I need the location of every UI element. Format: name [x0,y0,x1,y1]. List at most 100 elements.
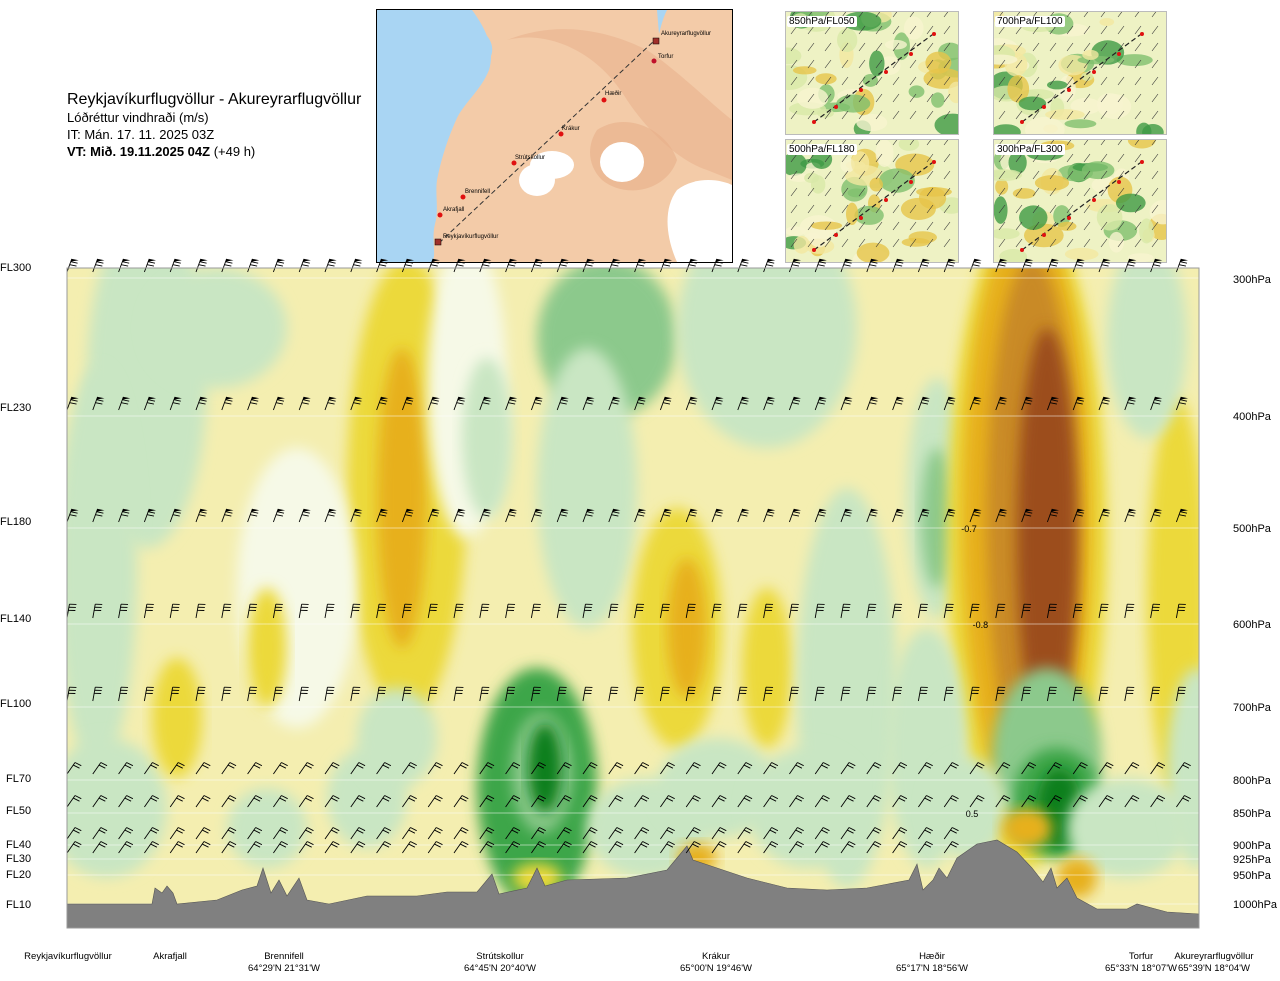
hpa-label: 400hPa [1233,411,1271,423]
wind-barb [1150,795,1166,808]
thumbnail-wind-barb [841,170,849,180]
wind-barb [556,795,572,808]
thumbnail-300hpa[interactable]: 300hPa/FL300 [993,139,1167,263]
thumbnail-wind-barb [1100,76,1108,86]
thumbnail-wind-barb [1151,221,1159,231]
wind-barb [453,795,469,808]
thumbnail-wind-barb [1015,42,1023,52]
thumbnail-route-point [834,105,838,109]
thumbnail-850hpa[interactable]: 850hPa/FL050 [785,11,959,135]
wind-barb [479,396,492,411]
thumbnail-wind-barb [1117,42,1125,52]
thumbnail-label: 700hPa/FL100 [995,16,1065,27]
wind-barb [530,258,544,273]
wind-barb [763,258,776,273]
wind-barb [505,762,521,775]
thumbnail-wind-barb [909,110,917,120]
thumbnail-wind-barb [909,238,917,248]
wind-barb [892,686,903,702]
thumbnail-wind-barb [1134,12,1140,18]
wind-barb [118,396,131,411]
wind-barb [401,508,415,523]
wind-barb [350,841,366,854]
thumbnail-field-patch [994,169,1023,182]
thumbnail-field-patch [815,73,837,85]
thumbnail-field-patch [923,68,958,89]
thumbnail-route-point [1042,105,1046,109]
wind-barb [1072,508,1085,523]
wind-barb [763,762,779,775]
thumbnail-wind-barb [943,25,951,35]
thumbnail-field-patch [869,50,885,77]
field-contour-19 [921,448,953,588]
wind-barb [969,396,982,411]
field-contour-12 [528,723,562,813]
wind-barb [401,258,415,273]
thumbnail-wind-barb [790,25,798,35]
wind-barb [298,827,314,840]
wind-barb [298,762,314,775]
wind-barb [1046,396,1060,411]
thumbnail-wind-barb [1083,187,1091,197]
wind-barb [479,508,492,523]
wind-barb [788,508,802,523]
thumbnail-wind-barb [841,140,847,146]
thumbnail-wind-barb [1100,59,1108,69]
field-contour-15 [742,588,792,748]
wind-barb [918,795,933,808]
wind-barb [840,762,856,775]
thumbnail-wind-barb [841,76,849,86]
thumbnail-wind-barb [790,59,798,69]
wind-barb [763,686,774,702]
thumbnail-wind-barb [858,204,866,214]
thumbnail-label: 500hPa/FL180 [787,144,857,155]
wind-barb [711,508,724,523]
thumbnail-route-point [1092,198,1096,202]
thumbnail-wind-barb [909,153,917,163]
thumbnail-field-patch [792,66,817,75]
wind-barb [195,396,208,411]
thumbnail-wind-barb [926,110,934,120]
wind-barb [685,841,701,854]
wind-barb [505,795,521,808]
thumbnail-wind-barb [1117,140,1123,146]
thumbnail-wind-barb [892,76,900,86]
wind-barb [608,508,621,523]
thumbnail-wind-barb [824,42,832,52]
wind-barb [789,762,804,775]
thumbnail-700hpa[interactable]: 700hPa/FL100 [993,11,1167,135]
wind-barb [272,686,283,702]
wind-barb [427,841,443,854]
thumbnail-wind-barb [892,153,900,163]
wind-barb [660,841,675,854]
thumbnail-route-point [812,248,816,252]
station-label: Hæðir 65°17'N 18°56'W [896,951,968,974]
thumbnail-field-patch [995,178,1009,195]
wind-barb [1176,795,1191,808]
thumbnail-wind-barb [858,221,866,231]
wind-barb [634,795,650,808]
wind-barb [479,762,495,775]
wind-barb [1098,762,1114,775]
thumbnail-wind-barb [1066,221,1074,231]
wind-barb [324,686,335,702]
thumbnail-field-patch [817,108,834,118]
wind-barb [66,795,82,808]
thumbnail-wind-barb [1049,170,1057,180]
map-label-torfur: Torfur [658,54,673,60]
thumbnail-wind-barb [1066,170,1074,180]
thumbnail-wind-barb [875,76,883,86]
wind-barb [324,795,340,808]
wind-barb [969,258,982,273]
station-label: Akureyrarflugvöllur 65°39'N 18°04'W [1174,951,1254,974]
wind-barb [1046,508,1060,523]
valid-time: VT: Mið. 19.11.2025 04Z (+49 h) [67,144,256,159]
wind-barb [1047,762,1062,775]
wind-barb [453,686,464,702]
wind-barb [272,396,286,411]
wind-barb [427,686,438,702]
thumbnail-500hpa[interactable]: 500hPa/FL180 [785,139,959,263]
thumbnail-field-patch [810,221,843,230]
wind-barb [169,686,180,702]
thumbnail-wind-barb [1066,187,1074,197]
